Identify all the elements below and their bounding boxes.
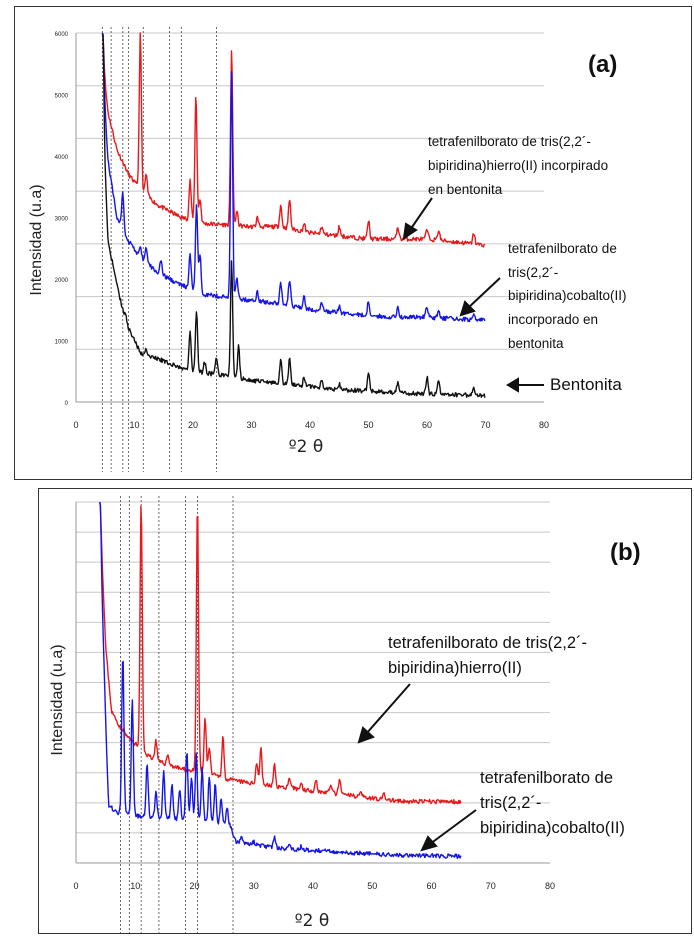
x-tick-label: 0: [73, 881, 78, 891]
annot-a-fe-line1: tetrafenilborato de tris(2,2´-: [428, 134, 591, 149]
x-tick-label: 50: [363, 420, 373, 430]
y-tick-label: 5000: [55, 94, 69, 100]
arrow-a-fe-icon: [409, 197, 433, 231]
x-tick-label: 50: [367, 881, 377, 891]
annot-b-co-line3: bipiridina)cobalto(II): [480, 819, 625, 837]
x-tick-label: 30: [246, 420, 256, 430]
panel-b-label: (b): [610, 539, 641, 566]
x-tick-label: 70: [480, 420, 490, 430]
annot-b-fe-line1: tetrafenilborato de tris(2,2´-: [388, 634, 587, 652]
x-tick-label: 70: [486, 881, 496, 891]
panel-a-frame: [14, 6, 692, 480]
x-tick-label: 80: [539, 420, 549, 430]
panel-a-ylabel: Intensidad (u.a): [28, 184, 45, 295]
annot-a-co-line5: bentonita: [508, 336, 564, 351]
y-tick-label: 0: [65, 401, 69, 407]
series-line-a-2: [102, 33, 486, 398]
x-tick-label: 40: [308, 881, 318, 891]
x-tick-label: 40: [305, 420, 315, 430]
x-tick-label: 80: [545, 881, 555, 891]
x-tick-label: 30: [249, 881, 259, 891]
x-tick-label: 10: [129, 420, 139, 430]
panel-b-xlabel: º2 θ: [295, 911, 330, 931]
annot-a-fe-line2: bipiridina)hierro(II) incorpirado: [428, 158, 608, 173]
y-tick-label: 2000: [55, 278, 69, 284]
annot-a-co-line4: incorporado en: [508, 312, 598, 327]
annot-b-arrows: [357, 683, 477, 852]
y-tick-label: 1000: [55, 340, 69, 346]
series-line-a-0: [101, 32, 486, 248]
series-line-b-1: [99, 501, 462, 860]
x-tick-label: 0: [73, 420, 78, 430]
y-tick-label: 4000: [55, 155, 69, 161]
panel-a-label: (a): [588, 51, 617, 78]
y-tick-label: 3000: [55, 217, 69, 223]
arrow-b-co-icon: [429, 809, 477, 845]
series-line-a-1: [101, 32, 486, 323]
annot-b-fe-line2: bipiridina)hierro(II): [388, 659, 522, 677]
annot-b-co-line2: tris(2,2´-: [480, 794, 541, 812]
x-tick-label: 60: [422, 420, 432, 430]
annot-a-co-line1: tetrafenilborato de: [508, 241, 617, 256]
panel-b-ylabel: Intensidad (u.a): [49, 644, 66, 755]
y-tick-label: 6000: [55, 32, 69, 38]
annot-a-co-line3: bipiridina)cobalto(II): [508, 288, 627, 303]
panel-b-frame: [38, 488, 692, 934]
x-tick-label: 20: [188, 420, 198, 430]
annot-b-co-line1: tetrafenilborato de: [480, 769, 613, 787]
arrow-b-fe-icon: [365, 683, 411, 735]
x-tick-label: 20: [189, 881, 199, 891]
x-tick-label: 60: [426, 881, 436, 891]
panel-a-xlabel: º2 θ: [289, 437, 324, 457]
arrow-a-co-icon: [467, 277, 501, 309]
annot-a-co-line2: tris(2,2´-: [508, 265, 558, 280]
annot-a-arrows: [402, 197, 544, 393]
x-tick-label: 10: [130, 881, 140, 891]
annot-a-bentonita: Bentonita: [550, 375, 622, 394]
annot-a-fe-line3: en bentonita: [428, 182, 503, 197]
series-line-b-0: [99, 501, 462, 805]
